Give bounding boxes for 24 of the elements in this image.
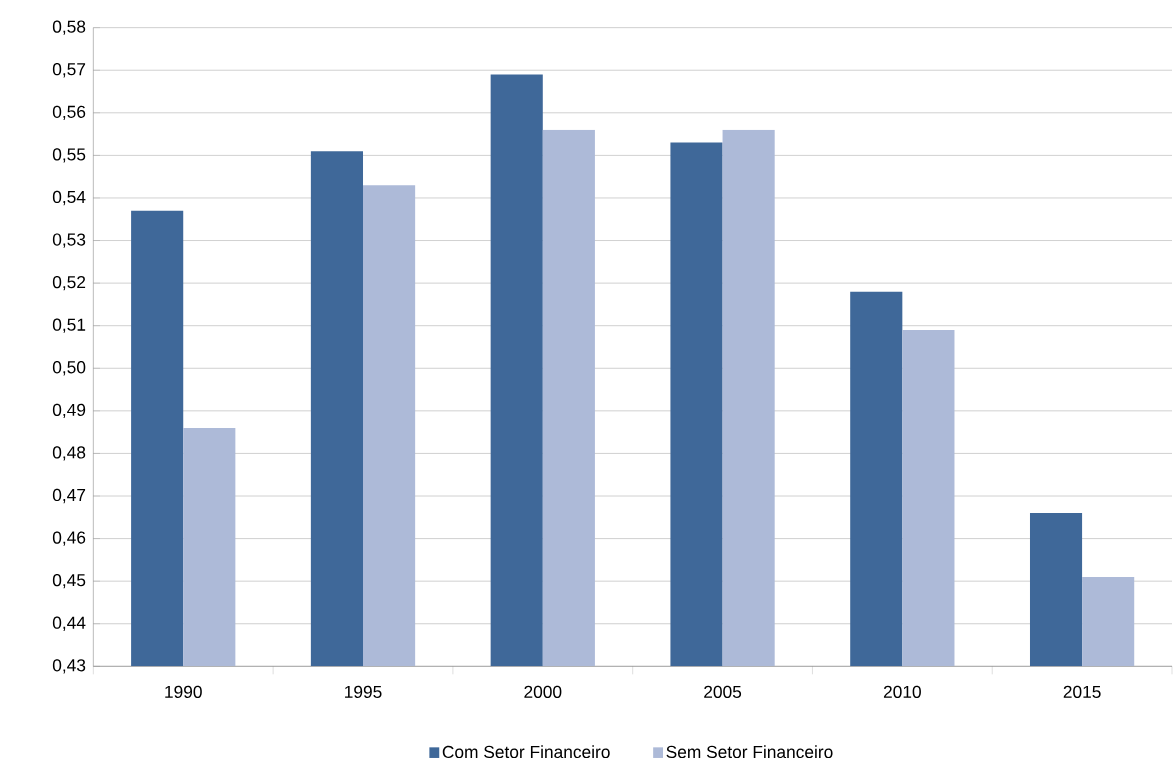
y-tick-label: 0,54 bbox=[52, 190, 86, 206]
x-tick-label: 2000 bbox=[524, 685, 562, 698]
y-tick-label: 0,46 bbox=[52, 531, 86, 546]
y-tick-label: 0,55 bbox=[52, 148, 86, 163]
legend-label: Com Setor Financeiro bbox=[442, 745, 610, 759]
y-tick-label: 0,48 bbox=[52, 446, 86, 461]
y-tick-label: 0,47 bbox=[52, 488, 86, 504]
y-tick-label: 0,44 bbox=[52, 616, 86, 631]
legend-label: Sem Setor Financeiro bbox=[666, 745, 833, 759]
x-tick-label: 1990 bbox=[165, 685, 202, 698]
y-tick-label: 0,45 bbox=[52, 574, 86, 589]
y-tick-label: 0,49 bbox=[52, 403, 86, 419]
y-tick-label: 0,53 bbox=[52, 233, 86, 248]
x-tick-label: 2005 bbox=[704, 685, 742, 698]
x-tick-label: 2015 bbox=[1063, 685, 1101, 698]
y-tick-label: 0,56 bbox=[52, 105, 86, 120]
x-tick-label: 1995 bbox=[345, 685, 382, 698]
x-tick-label: 2010 bbox=[883, 685, 921, 698]
y-tick-label: 0,43 bbox=[52, 659, 86, 674]
y-tick-label: 0,51 bbox=[52, 318, 86, 333]
y-tick-label: 0,58 bbox=[52, 20, 86, 35]
y-tick-label: 0,57 bbox=[52, 63, 86, 78]
y-tick-label: 0,50 bbox=[52, 361, 86, 376]
y-tick-label: 0,52 bbox=[52, 275, 86, 291]
